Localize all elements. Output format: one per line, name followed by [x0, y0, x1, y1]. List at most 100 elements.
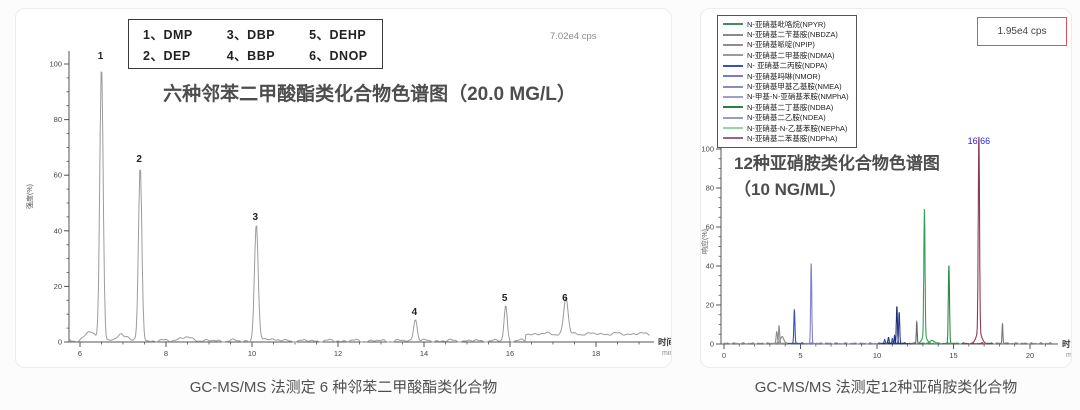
svg-text:16: 16 [506, 349, 514, 358]
legend-color-line [723, 127, 743, 130]
legend-color-line [723, 43, 743, 46]
legend-label: N-亚硝基二苯基胺(NDPhA) [747, 134, 838, 143]
peak-number-label: 6 [562, 293, 568, 304]
legend-color-line [723, 106, 743, 109]
nitrosamine-legend-box: N-亚硝基吡咯烷(NPYR) N-亚硝基二苄基胺(NBDZA) N-亚硝基哌啶(NP… [717, 15, 857, 148]
svg-text:18: 18 [592, 349, 600, 358]
nitrosamine-chart-card: 0 5 10 15 20 0 20 40 60 80 100 响应(%) 时间 min 16.66 N-亚硝… [700, 8, 1072, 368]
title-line-1: 12种亚硝胺类化合物色谱图 [734, 154, 940, 173]
svg-text:min: min [662, 350, 672, 357]
phthalate-legend-box: 1、DMP 3、DBP 5、DEHP 2、DEP 4、BBP 6、DNOP [128, 19, 383, 69]
nitrosamine-legend-item: N-亚硝基甲基乙基胺(NMEA) [723, 81, 849, 91]
nitrosamine-legend-item: N-亚硝基-N-乙基苯胺(NEPhA) [723, 123, 849, 133]
phthalate-legend-item: 1、DMP [143, 28, 193, 42]
caption-right: GC-MS/MS 法测定12种亚硝胺类化合物 [754, 379, 1018, 396]
peak-number-label: 2 [136, 154, 142, 165]
legend-label: N-亚硝基二乙胺(NDEA) [747, 113, 826, 123]
legend-label: N-亚硝基-N-乙基苯胺(NEPhA) [747, 123, 848, 133]
legend-label: N-亚硝基吗啉(NMOR) [747, 71, 821, 81]
nitrosamine-legend-item: N- 亚硝基二丙胺(NDPA) [723, 61, 849, 71]
nitrosamine-legend-item: N-亚硝基二乙胺(NDEA) [723, 113, 849, 123]
legend-color-line [723, 54, 743, 57]
legend-color-line [723, 75, 743, 78]
svg-text:12: 12 [334, 349, 342, 358]
nitrosamine-peak [787, 308, 802, 344]
svg-text:响应(%): 响应(%) [701, 229, 709, 254]
peak-number-label: 4 [412, 307, 418, 318]
legend-label: N-亚硝基哌啶(NPIP) [747, 40, 815, 50]
nitrosamine-legend-item: N-亚硝基二甲基胺(NDMA) [723, 50, 849, 60]
nitrosamine-peak [775, 336, 789, 344]
legend-label: N-亚硝基甲基乙基胺(NMEA) [747, 82, 842, 92]
svg-text:100: 100 [49, 60, 62, 69]
legend-color-line [723, 33, 743, 36]
legend-color-line [723, 116, 743, 119]
legend-label: N-甲基-N-亚硝基苯胺(NMPhA) [747, 92, 849, 102]
intensity-annotation-left: 7.02e4 cps [550, 31, 597, 42]
legend-color-line [723, 23, 743, 26]
nitrosamine-chart-title: 12种亚硝胺类化合物色谱图 （10 NG/ML） [734, 151, 940, 204]
svg-text:8: 8 [164, 349, 168, 358]
svg-text:60: 60 [54, 171, 62, 180]
svg-text:100: 100 [701, 145, 714, 154]
svg-text:强度(%): 强度(%) [25, 184, 34, 209]
nitrosamine-legend-item: N-亚硝基吡咯烷(NPYR) [723, 19, 849, 29]
nitrosamine-legend-item: N-甲基-N-亚硝基苯胺(NMPhA) [723, 92, 849, 102]
svg-text:0: 0 [722, 351, 726, 360]
caption-left: GC-MS/MS 法测定 6 种邻苯二甲酸酯类化合物 [189, 379, 498, 396]
nitrosamine-peak [892, 312, 906, 344]
phthalate-legend-item: 5、DEHP [309, 28, 367, 42]
svg-text:6: 6 [78, 349, 82, 358]
legend-label: N-亚硝基二苄基胺(NBDZA) [747, 30, 838, 40]
svg-text:0: 0 [58, 338, 62, 347]
svg-text:5: 5 [798, 351, 802, 360]
nitrosamine-legend-item: N-亚硝基吗啉(NMOR) [723, 71, 849, 81]
svg-text:10: 10 [873, 351, 881, 360]
nitrosamine-peak [917, 209, 932, 344]
nitrosamine-legend-item: N-亚硝基哌啶(NPIP) [723, 40, 849, 50]
svg-text:20: 20 [1026, 351, 1034, 360]
legend-label: N-亚硝基二甲基胺(NDMA) [747, 50, 835, 60]
nitrosamine-legend-item: N-亚硝基二苯基胺(NDPhA) [723, 133, 849, 143]
nitrosamine-legend-item: N-亚硝基二苄基胺(NBDZA) [723, 29, 849, 39]
phthalate-chart-title: 六种邻苯二甲酸酯类化合物色谱图（20.0 MG/L） [163, 84, 576, 105]
svg-text:80: 80 [54, 115, 62, 124]
nitrosamine-peak [925, 339, 939, 344]
svg-text:14: 14 [420, 349, 428, 358]
baseline-segment [961, 342, 994, 345]
nitrosamine-peak [971, 136, 986, 344]
retention-time-label: 16.66 [968, 136, 991, 146]
nitrosamine-peak [890, 306, 904, 344]
nitrosamine-peak [942, 265, 956, 344]
svg-text:80: 80 [706, 184, 714, 193]
svg-text:10: 10 [248, 349, 256, 358]
svg-text:0: 0 [710, 340, 714, 349]
svg-text:时间: 时间 [658, 337, 672, 347]
svg-text:时间: 时间 [1062, 339, 1072, 349]
svg-text:60: 60 [706, 223, 714, 232]
phthalate-chart-card: 681012141618020406080100强度(%)时间min123456… [15, 8, 672, 368]
svg-text:40: 40 [706, 262, 714, 271]
nitrosamine-peak [804, 263, 818, 344]
nitrosamine-peak [995, 322, 1010, 344]
legend-color-line [723, 137, 743, 140]
legend-label: N-亚硝基二丁基胺(NDBA) [747, 102, 834, 112]
nitrosamine-peak [909, 319, 924, 344]
legend-color-line [723, 85, 743, 88]
nitrosamine-legend-item: N-亚硝基二丁基胺(NDBA) [723, 102, 849, 112]
svg-text:min: min [1066, 352, 1072, 359]
baseline-segment [993, 342, 1053, 345]
phthalate-legend-item: 4、BBP [226, 49, 276, 63]
peak-number-label: 3 [253, 212, 259, 223]
svg-text:15: 15 [949, 351, 957, 360]
title-line-2: （10 NG/ML） [734, 180, 847, 200]
svg-text:40: 40 [54, 226, 62, 235]
phthalate-legend-item: 6、DNOP [309, 49, 368, 63]
phthalate-legend-item: 3、DBP [226, 28, 276, 42]
phthalate-legend-item: 2、DEP [143, 49, 191, 63]
legend-color-line [723, 95, 743, 98]
svg-text:20: 20 [706, 301, 714, 310]
peak-number-label: 5 [502, 293, 508, 304]
legend-label: N- 亚硝基二丙胺(NDPA) [747, 61, 828, 71]
